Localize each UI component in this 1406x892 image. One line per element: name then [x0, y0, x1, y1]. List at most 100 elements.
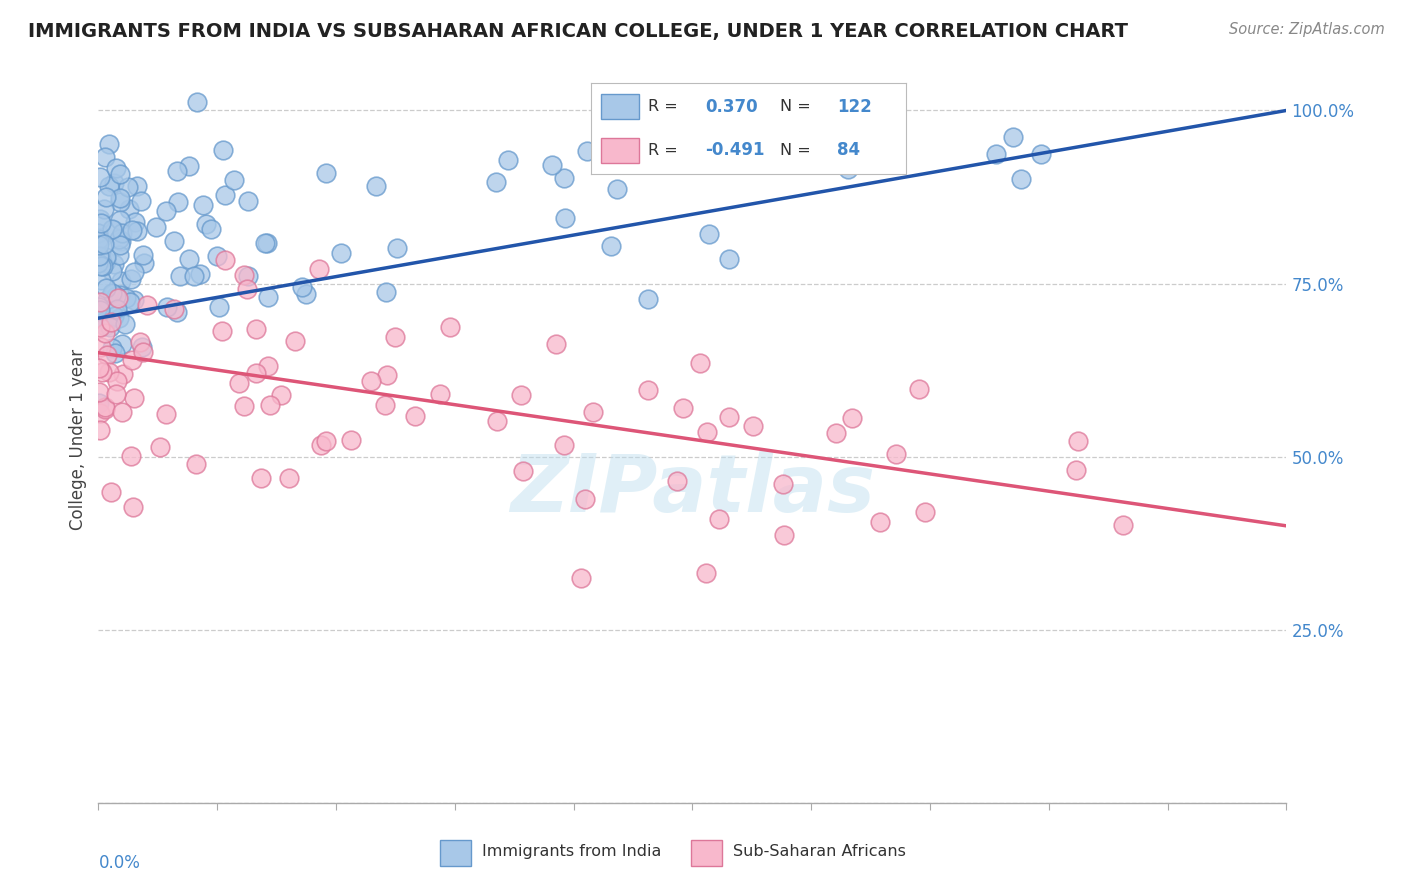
Point	[718, 252, 741, 266]
Point	[108, 310, 131, 325]
Point	[120, 449, 142, 463]
Point	[93, 326, 115, 340]
Text: IMMIGRANTS FROM INDIA VS SUBSAHARAN AFRICAN COLLEGE, UNDER 1 YEAR CORRELATION CH: IMMIGRANTS FROM INDIA VS SUBSAHARAN AFRI…	[28, 22, 1128, 41]
Point	[121, 352, 143, 367]
Point	[107, 231, 129, 245]
Point	[696, 425, 718, 440]
Point	[91, 315, 114, 329]
Point	[375, 285, 398, 300]
Point	[96, 250, 118, 264]
Point	[773, 528, 796, 542]
Point	[606, 182, 628, 196]
Point	[110, 235, 132, 249]
Point	[277, 471, 299, 485]
Point	[256, 235, 278, 250]
Point	[94, 400, 117, 414]
Point	[311, 438, 333, 452]
Point	[94, 253, 117, 268]
Point	[484, 175, 506, 189]
Point	[167, 194, 190, 209]
Point	[250, 470, 273, 484]
Point	[124, 293, 146, 307]
Point	[131, 340, 153, 354]
Point	[117, 180, 139, 194]
Point	[884, 447, 907, 461]
Point	[741, 419, 763, 434]
Point	[384, 329, 406, 343]
Point	[96, 293, 118, 307]
Point	[97, 136, 120, 151]
Text: ZIPatlas: ZIPatlas	[510, 451, 875, 529]
Point	[121, 500, 143, 514]
Point	[375, 368, 398, 382]
Point	[111, 226, 134, 240]
Point	[183, 269, 205, 284]
Point	[637, 383, 659, 397]
Point	[574, 491, 596, 506]
Point	[186, 95, 208, 110]
Point	[404, 409, 426, 424]
Point	[129, 194, 152, 208]
Point	[315, 434, 337, 448]
Point	[510, 388, 533, 402]
Point	[569, 571, 592, 585]
Point	[89, 294, 111, 309]
Point	[163, 235, 186, 249]
Point	[134, 256, 156, 270]
Text: 0.0%: 0.0%	[98, 854, 141, 871]
Point	[97, 178, 120, 193]
Point	[600, 239, 623, 253]
Point	[253, 236, 276, 251]
Point	[984, 146, 1007, 161]
Point	[127, 224, 149, 238]
Point	[908, 382, 931, 396]
Point	[730, 97, 752, 112]
Point	[236, 194, 259, 209]
Point	[87, 235, 110, 250]
Point	[233, 399, 256, 413]
Point	[429, 386, 451, 401]
Point	[97, 365, 120, 379]
Point	[1029, 146, 1052, 161]
Point	[93, 237, 115, 252]
Point	[184, 457, 207, 471]
Point	[115, 291, 138, 305]
Point	[689, 356, 711, 370]
Point	[89, 238, 111, 252]
Point	[89, 169, 111, 184]
Point	[837, 162, 859, 177]
Point	[87, 255, 110, 269]
Point	[89, 303, 111, 318]
Point	[541, 158, 564, 172]
Point	[291, 279, 314, 293]
Point	[1066, 463, 1088, 477]
Point	[236, 268, 259, 283]
Point	[259, 398, 281, 412]
Point	[87, 226, 110, 240]
Point	[582, 405, 605, 419]
Point	[87, 396, 110, 410]
Point	[224, 173, 246, 187]
Point	[257, 359, 280, 373]
Point	[90, 273, 112, 287]
Point	[108, 287, 131, 301]
Point	[666, 474, 689, 488]
Point	[89, 249, 111, 263]
Point	[103, 257, 125, 271]
Point	[103, 287, 125, 301]
Point	[257, 290, 280, 304]
Point	[112, 368, 135, 382]
Point	[93, 319, 115, 334]
Point	[214, 253, 236, 268]
Point	[94, 150, 117, 164]
Point	[117, 202, 139, 216]
Point	[270, 387, 292, 401]
Point	[637, 292, 659, 306]
Point	[1111, 518, 1133, 533]
Point	[98, 319, 121, 334]
Point	[284, 334, 307, 348]
Point	[553, 171, 575, 186]
Point	[93, 259, 115, 273]
Text: Source: ZipAtlas.com: Source: ZipAtlas.com	[1229, 22, 1385, 37]
Point	[108, 191, 131, 205]
